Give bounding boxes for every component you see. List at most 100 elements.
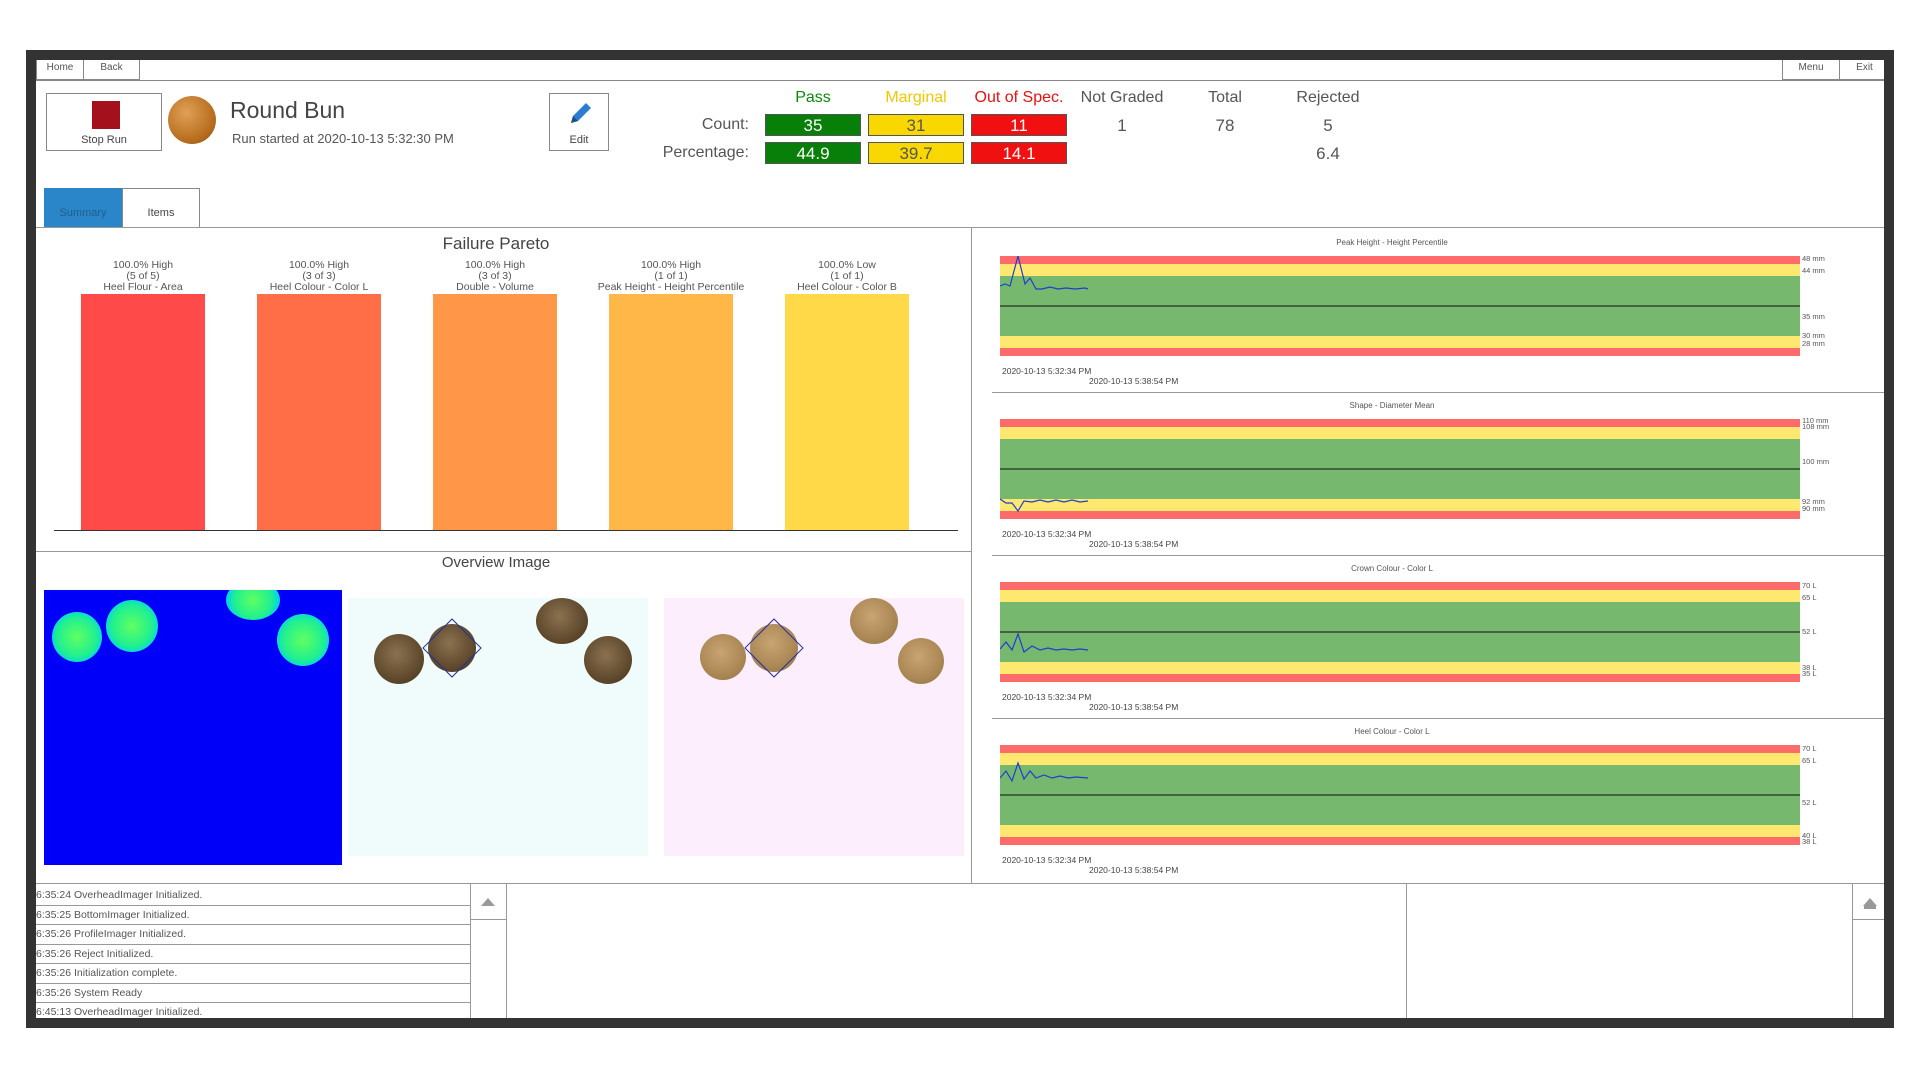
- chart-title: Heel Colour - Color L: [1354, 727, 1430, 736]
- chart-separator: [992, 555, 1884, 556]
- y-tick-label: 38 L: [1802, 663, 1817, 672]
- pareto-label-line: Heel Flour - Area: [103, 281, 183, 293]
- log-scroll-up-button[interactable]: [470, 884, 506, 920]
- rejected-percentage: 6.4: [1316, 144, 1340, 163]
- y-tick-label: 38 L: [1802, 837, 1817, 846]
- menu-button[interactable]: Menu: [1782, 60, 1840, 80]
- pareto-label-line: (3 of 3): [302, 270, 336, 282]
- log-entry: 6:35:26 Reject Initialized.: [36, 945, 470, 964]
- tab-summary[interactable]: Summary: [44, 188, 122, 228]
- overview-title: Overview Image: [441, 554, 551, 571]
- log-entry: 6:35:26 System Ready: [36, 984, 470, 1003]
- chart-plot: [1000, 419, 1800, 519]
- y-tick-label: 70 L: [1802, 581, 1817, 590]
- pareto-bar-label: 100.0% High (3 of 3) Heel Colour - Color L: [229, 260, 409, 293]
- trend-chart: Shape - Diameter Mean 110 mm 108 mm 100 mm 9…: [992, 392, 1884, 556]
- bottom-divider: [36, 883, 1884, 884]
- y-tick-label: 108 mm: [1802, 422, 1830, 431]
- y-tick-label: 35 L: [1802, 669, 1817, 678]
- edit-button[interactable]: Edit: [549, 93, 609, 151]
- pareto-label-line: 100.0% High: [288, 259, 350, 271]
- y-tick-label: 90 mm: [1802, 504, 1825, 513]
- chart-title: Shape - Diameter Mean: [1349, 401, 1435, 410]
- y-tick-label: 65 L: [1802, 593, 1817, 602]
- chart-plot: [1000, 745, 1800, 845]
- pareto-label-line: (3 of 3): [478, 270, 512, 282]
- y-tick-label: 92 mm: [1802, 497, 1825, 506]
- pareto-bar: [81, 294, 205, 530]
- vertical-divider: [971, 227, 972, 883]
- selection-marker: [744, 618, 804, 678]
- pareto-bar-label: 100.0% High (1 of 1) Peak Height - Height …: [581, 260, 761, 293]
- pareto-label-line: (1 of 1): [830, 270, 864, 282]
- log-entry: 6:45:13 OverheadImager Initialized.: [36, 1003, 470, 1018]
- log-scrollbar-left-edge: [470, 883, 471, 1018]
- panel-scroll-up-button[interactable]: [1852, 884, 1884, 920]
- out-of-spec-header: Out of Spec.: [974, 89, 1064, 106]
- profile-image: [664, 598, 964, 856]
- rejected-count: 5: [1323, 116, 1333, 135]
- trend-line: [1000, 632, 1089, 653]
- overhead-image: [44, 590, 342, 865]
- back-button[interactable]: Back: [83, 60, 140, 80]
- pareto-label-line: 100.0% Low: [818, 259, 876, 271]
- chart-title: Crown Colour - Color L: [1351, 564, 1433, 573]
- product-thumbnail: [168, 96, 216, 144]
- app-window: Home Back Menu Exit Stop Run Round Bun R…: [26, 50, 1894, 1028]
- y-tick-label: 65 L: [1802, 756, 1817, 765]
- pareto-label-line: Heel Colour - Color B: [797, 281, 897, 293]
- count-label: Count:: [701, 116, 749, 133]
- panel-divider: [1406, 883, 1407, 1018]
- pareto-bar: [609, 294, 733, 530]
- pareto-label-line: (1 of 1): [654, 270, 688, 282]
- left-panel-divider: [36, 551, 971, 552]
- trend-chart: Crown Colour - Color L 70 L 65 L 52 L 38 L 35…: [992, 555, 1884, 719]
- top-bar: Home Back Menu Exit: [36, 60, 1884, 81]
- log-scrollbar-right-edge: [506, 883, 507, 1018]
- y-tick-label: 52 L: [1802, 798, 1817, 807]
- out-of-spec-percentage: 14.1: [971, 142, 1067, 164]
- y-tick-label: 110 mm: [1802, 416, 1829, 425]
- pareto-label-line: Peak Height - Height Percentile: [597, 281, 745, 293]
- triangle-up-icon: [1863, 898, 1877, 909]
- y-tick-label: 35 mm: [1802, 312, 1825, 321]
- pareto-bar-label: 100.0% High (5 of 5) Heel Flour - Area: [53, 260, 233, 293]
- pareto-bar-label: 100.0% Low (1 of 1) Heel Colour - Color B: [757, 260, 937, 293]
- pareto-baseline: [54, 530, 958, 531]
- rejected-header: Rejected: [1296, 89, 1360, 106]
- home-button[interactable]: Home: [36, 60, 84, 80]
- chart-end-time: 2020-10-13 5:38:54 PM: [1089, 865, 1179, 875]
- trend-chart: Heel Colour - Color L 70 L 65 L 52 L 40 L 38 …: [992, 718, 1884, 882]
- log-entry: 6:35:25 BottomImager Initialized.: [36, 906, 470, 925]
- pareto-label-line: 100.0% High: [112, 259, 174, 271]
- total-header: Total: [1208, 89, 1242, 106]
- tab-items[interactable]: Items: [122, 188, 200, 228]
- y-tick-label: 100 mm: [1802, 457, 1830, 466]
- not-graded-header: Not Graded: [1080, 89, 1164, 106]
- exit-button[interactable]: Exit: [1839, 60, 1884, 80]
- y-tick-label: 30 mm: [1802, 331, 1825, 340]
- chart-end-time: 2020-10-13 5:38:54 PM: [1089, 376, 1179, 386]
- panel-scrollbar-edge: [1852, 883, 1853, 1018]
- chart-start-time: 2020-10-13 5:32:34 PM: [1002, 692, 1092, 702]
- not-graded-count: 1: [1117, 116, 1127, 135]
- pareto-label-line: 100.0% High: [640, 259, 702, 271]
- product-title: Round Bun: [230, 97, 346, 123]
- trend-chart: Peak Height - Height Percentile 48 mm 44 m…: [992, 230, 1884, 393]
- pareto-title: Failure Pareto: [442, 234, 550, 253]
- y-tick-label: 28 mm: [1802, 339, 1825, 348]
- marginal-header: Marginal: [885, 89, 947, 106]
- out-of-spec-count: 11: [971, 114, 1067, 136]
- pareto-bar: [433, 294, 557, 530]
- log-entry: 6:35:26 ProfileImager Initialized.: [36, 925, 470, 945]
- pass-header: Pass: [795, 89, 831, 106]
- chart-start-time: 2020-10-13 5:32:34 PM: [1002, 855, 1092, 865]
- chart-plot: [1000, 582, 1800, 682]
- triangle-up-icon: [481, 898, 495, 906]
- event-log: 6:35:24 OverheadImager Initialized. 6:35…: [36, 886, 470, 1018]
- stop-icon: [92, 101, 120, 129]
- stop-run-button[interactable]: Stop Run: [46, 93, 162, 151]
- log-entry: 6:35:24 OverheadImager Initialized.: [36, 886, 470, 906]
- marginal-percentage: 39.7: [868, 142, 964, 164]
- pareto-label-line: Double - Volume: [456, 281, 534, 293]
